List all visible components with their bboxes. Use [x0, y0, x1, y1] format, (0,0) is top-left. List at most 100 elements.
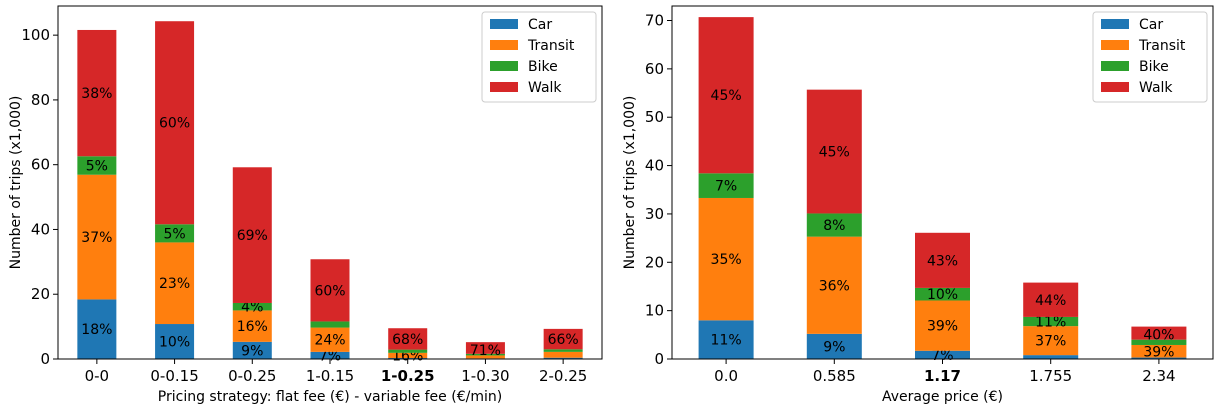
bar-walk-2.34 [1131, 326, 1187, 340]
bar-bike-2-0.25 [543, 349, 583, 352]
data-label: 36% [819, 278, 850, 294]
x-tick-label: 0-0 [85, 367, 110, 385]
bar-transit-1-0.15 [310, 327, 350, 352]
y-tick-label: 70 [645, 12, 664, 30]
y-tick-label: 10 [645, 302, 664, 320]
x-tick-label: 1-0.30 [461, 367, 509, 385]
bar-transit-1-0.30 [465, 355, 505, 359]
data-label: 40% [1143, 328, 1174, 344]
bar-walk-1.17 [915, 232, 970, 288]
bar-car-1-0.15 [310, 351, 350, 359]
bar-car-0-0.25 [232, 341, 272, 359]
bar-walk-1-0.25 [388, 328, 428, 350]
bar-transit-0.585 [806, 236, 862, 334]
data-label: 10% [927, 287, 958, 303]
bar-walk-0-0 [77, 29, 117, 157]
chart-1: 18% 37% 5% 38% 0-0 10% 23% 5% 60% 0-0.15 9% 16% 4% 69… [8, 5, 603, 405]
bar-bike-2.34 [1131, 339, 1187, 345]
x-axis-label: Average price (€) [882, 389, 1003, 405]
data-label: 7% [319, 348, 341, 364]
y-tick-label: 100 [21, 26, 50, 44]
data-label: 11% [711, 333, 742, 349]
x-tick-label: 2.34 [1142, 367, 1175, 385]
data-label: 68% [392, 332, 423, 348]
legend: Car Transit Bike Walk [481, 11, 597, 103]
legend-label-car: Car [1139, 17, 1163, 33]
bar-transit-0.0 [698, 197, 754, 321]
y-tick-label: 20 [645, 253, 664, 271]
y-tick-label: 60 [31, 156, 50, 174]
data-label: 39% [927, 319, 958, 335]
legend-label-bike: Bike [528, 59, 558, 75]
data-label: 37% [81, 230, 112, 246]
legend-swatch-walk [490, 82, 518, 92]
bar-car-0-0.15 [155, 324, 195, 359]
bar-bike-1-0.15 [310, 321, 350, 328]
y-tick-label: 40 [31, 220, 50, 238]
y-axis-label: Number of trips (x1,000) [8, 96, 24, 270]
bar-transit-0-0.25 [232, 310, 272, 342]
y-tick-label: 0 [654, 350, 664, 368]
data-label: 38% [81, 86, 112, 102]
y-tick-label: 40 [645, 157, 664, 175]
bar-transit-0-0.15 [155, 242, 195, 325]
legend-box [481, 11, 597, 103]
bar-bike-1-0.25 [388, 349, 428, 353]
x-tick-label: 1-0.25 [381, 367, 435, 385]
data-label: 7% [715, 179, 737, 195]
y-tick-label: 0 [40, 350, 50, 368]
bar-bike-0.0 [698, 173, 754, 198]
data-label: 43% [927, 253, 958, 269]
data-label: 8% [823, 218, 845, 234]
bar-car-0.0 [698, 320, 754, 359]
bar-walk-1-0.15 [310, 259, 350, 322]
data-label: 45% [819, 145, 850, 161]
bar-car-1.755 [1023, 355, 1079, 359]
data-label: 35% [711, 252, 742, 268]
legend-box [1092, 11, 1208, 103]
data-label: 66% [548, 332, 579, 348]
data-label: 11% [1035, 315, 1066, 331]
bar-walk-0.0 [698, 17, 754, 174]
bar-bike-0-0.25 [232, 302, 272, 311]
bar-car-2-0.25 [543, 357, 583, 359]
x-tick-label: 0.0 [714, 367, 738, 385]
y-axis-label: Number of trips (x1,000) [622, 96, 638, 270]
data-label: 5% [163, 226, 185, 242]
bar-car-2.34 [1131, 357, 1187, 359]
bar-bike-0-0.15 [155, 224, 195, 243]
data-label: 16% [237, 319, 268, 335]
bar-walk-1.755 [1023, 282, 1079, 317]
y-tick-label: 20 [31, 285, 50, 303]
data-label: 18% [81, 322, 112, 338]
bar-transit-2-0.25 [543, 351, 583, 358]
bar-walk-2-0.25 [543, 328, 583, 350]
legend-swatch-car [490, 19, 518, 29]
bar-bike-0.585 [806, 213, 862, 237]
legend-label-transit: Transit [1138, 38, 1186, 54]
data-label: 60% [159, 116, 190, 132]
bar-bike-0-0 [77, 156, 117, 175]
y-tick-label: 80 [31, 91, 50, 109]
data-label: 24% [314, 333, 345, 349]
x-tick-label: 1.17 [924, 367, 961, 385]
legend-label-walk: Walk [1139, 80, 1173, 96]
legend-swatch-transit [1101, 40, 1129, 50]
bar-bike-1.755 [1023, 316, 1079, 327]
data-label: 10% [159, 335, 190, 351]
chart-2: 11% 35% 7% 45% 0.0 9% 36% 8% 45% 0.585 7% 39% 10% 43%… [622, 5, 1214, 405]
data-label: 71% [470, 343, 501, 359]
bar-transit-2.34 [1131, 344, 1187, 358]
x-tick-label: 1.755 [1029, 367, 1072, 385]
legend-swatch-bike [1101, 61, 1129, 71]
bar-bike-1-0.30 [465, 353, 505, 356]
plot-frame [57, 5, 603, 360]
data-label: 23% [159, 276, 190, 292]
bar-walk-0-0.15 [155, 21, 195, 225]
data-label: 4% [241, 300, 263, 316]
data-label: 45% [711, 88, 742, 104]
x-tick-label: 0-0.25 [228, 367, 276, 385]
x-tick-label: 0-0.15 [150, 367, 198, 385]
data-label: 39% [1143, 344, 1174, 360]
